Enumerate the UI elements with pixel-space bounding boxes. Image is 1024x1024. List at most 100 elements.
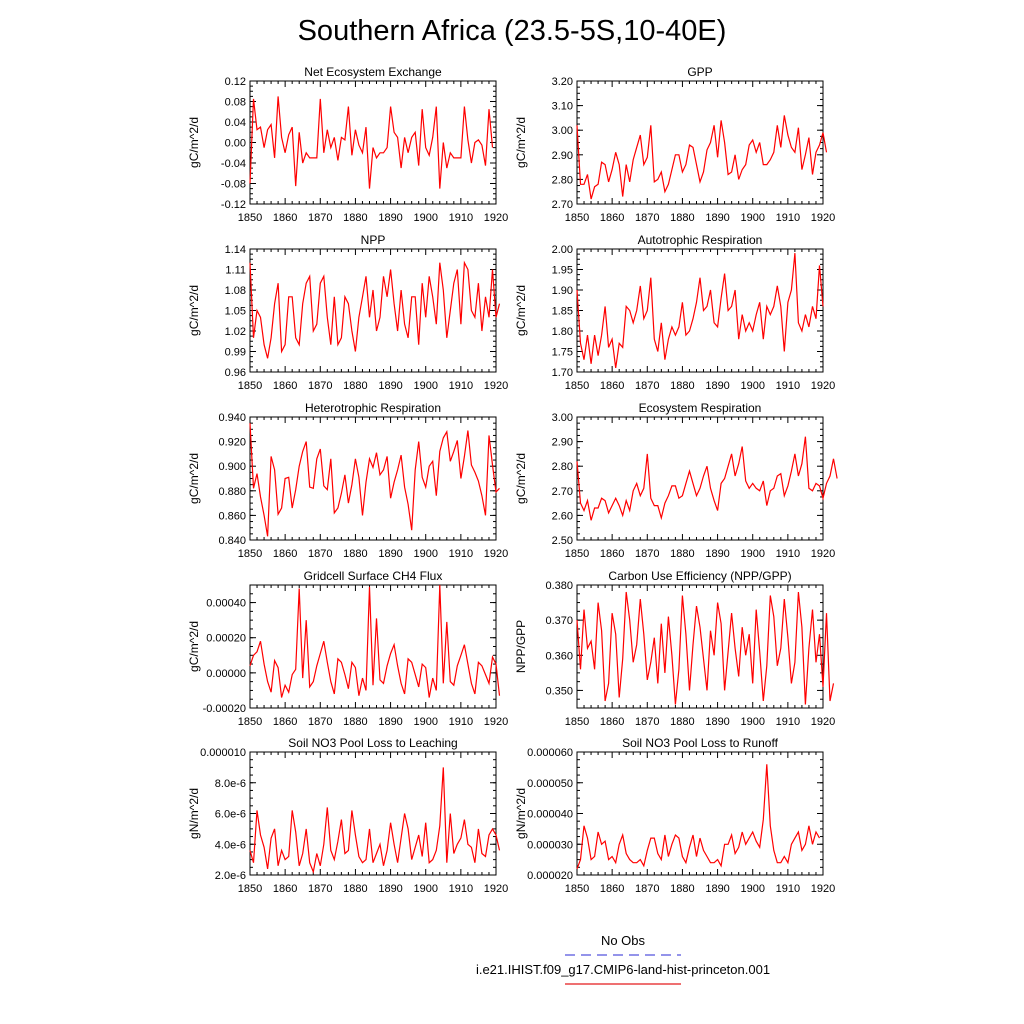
- x-tick-label: 1860: [273, 380, 297, 392]
- x-tick-label: 1890: [705, 883, 729, 895]
- series-line: [249, 584, 501, 698]
- legend: No Obs i.e21.IHIST.f09_g17.CMIP6-land-hi…: [476, 933, 770, 985]
- x-tick-label: 1900: [740, 883, 764, 895]
- panel-title: NPP: [361, 233, 386, 247]
- y-axis-label: gN/m^2/d: [514, 788, 528, 839]
- y-tick-label: 1.95: [552, 265, 573, 277]
- x-tick-label: 1860: [600, 212, 624, 224]
- y-tick-label: 0.99: [225, 347, 246, 359]
- y-axis-label: gC/m^2/d: [514, 285, 528, 336]
- y-tick-label: 1.08: [225, 285, 246, 297]
- y-tick-label: 4.0e-6: [215, 839, 246, 851]
- plot-frame: [576, 80, 824, 205]
- x-tick-label: 1880: [343, 883, 367, 895]
- x-tick-label: 1870: [308, 548, 332, 560]
- y-tick-label: -0.12: [221, 199, 246, 211]
- x-tick-label: 1880: [343, 212, 367, 224]
- legend-label-model: i.e21.IHIST.f09_g17.CMIP6-land-hist-prin…: [476, 962, 770, 977]
- series-line: [249, 96, 494, 189]
- panel-heterotrophic-respiration: Heterotrophic Respiration gC/m^2/d 1850 186…: [187, 401, 508, 560]
- y-axis-label: gC/m^2/d: [514, 117, 528, 168]
- y-tick-label: 1.80: [552, 326, 573, 338]
- y-tick-label: 0.370: [545, 615, 573, 627]
- x-tick-label: 1850: [238, 212, 262, 224]
- x-tick-label: 1900: [740, 380, 764, 392]
- x-tick-label: 1890: [378, 380, 402, 392]
- x-tick-label: 1860: [600, 883, 624, 895]
- x-tick-label: 1900: [413, 380, 437, 392]
- y-tick-label: -0.00020: [203, 703, 246, 715]
- x-tick-label: 1850: [565, 380, 589, 392]
- x-tick-label: 1910: [449, 380, 473, 392]
- x-tick-label: 1890: [378, 548, 402, 560]
- y-tick-label: 0.000030: [527, 839, 573, 851]
- series-line: [576, 115, 828, 200]
- x-tick-label: 1900: [740, 716, 764, 728]
- y-tick-label: 0.350: [545, 685, 573, 697]
- x-tick-label: 1910: [776, 548, 800, 560]
- x-tick-label: 1910: [776, 716, 800, 728]
- x-tick-label: 1910: [776, 212, 800, 224]
- y-tick-label: 2.0e-6: [215, 870, 246, 882]
- panel-title: Autotrophic Respiration: [638, 233, 763, 247]
- x-tick-label: 1850: [565, 548, 589, 560]
- y-tick-label: 2.00: [552, 244, 573, 256]
- x-tick-label: 1880: [670, 548, 694, 560]
- panel-title: GPP: [687, 65, 712, 79]
- y-tick-label: 2.90: [552, 150, 573, 162]
- x-tick-label: 1920: [484, 716, 508, 728]
- y-tick-label: 1.85: [552, 306, 573, 318]
- y-axis-label: gN/m^2/d: [187, 788, 201, 839]
- x-tick-label: 1900: [413, 212, 437, 224]
- x-tick-label: 1880: [343, 548, 367, 560]
- plot-frame: [576, 584, 824, 709]
- panel-gpp: GPP gC/m^2/d 1850 1860 1870 1880 1890 1900 1910 1…: [514, 65, 835, 224]
- series-line: [576, 764, 821, 870]
- x-tick-label: 1850: [238, 716, 262, 728]
- y-tick-label: 0.840: [218, 535, 246, 547]
- y-tick-label: 0.00: [225, 138, 246, 150]
- y-tick-label: 1.14: [225, 244, 246, 256]
- y-tick-label: 0.000060: [527, 747, 573, 759]
- y-tick-label: 2.60: [552, 510, 573, 522]
- series-line: [576, 436, 838, 521]
- panel-soil-no3-pool-loss-to-runoff: Soil NO3 Pool Loss to Runoff gN/m^2/d 1850…: [514, 736, 835, 895]
- x-tick-label: 1870: [308, 716, 332, 728]
- y-tick-label: -0.08: [221, 179, 246, 191]
- x-tick-label: 1870: [635, 212, 659, 224]
- x-tick-label: 1900: [413, 883, 437, 895]
- x-tick-label: 1890: [378, 716, 402, 728]
- x-tick-label: 1880: [670, 380, 694, 392]
- x-tick-label: 1900: [740, 212, 764, 224]
- series-line: [249, 767, 501, 875]
- x-tick-label: 1880: [670, 212, 694, 224]
- panel-autotrophic-respiration: Autotrophic Respiration gC/m^2/d 1850 1860 1…: [514, 233, 835, 392]
- y-tick-label: 2.70: [552, 486, 573, 498]
- panel-gridcell-surface-ch4-flux: Gridcell Surface CH4 Flux gC/m^2/d 1850 186…: [187, 569, 508, 728]
- y-tick-label: 0.96: [225, 367, 246, 379]
- x-tick-label: 1920: [484, 883, 508, 895]
- panel-title: Net Ecosystem Exchange: [304, 65, 442, 79]
- x-tick-label: 1870: [308, 212, 332, 224]
- y-tick-label: 6.0e-6: [215, 809, 246, 821]
- panel-title: Gridcell Surface CH4 Flux: [304, 569, 443, 583]
- x-tick-label: 1850: [238, 380, 262, 392]
- x-tick-label: 1890: [705, 380, 729, 392]
- y-tick-label: 0.000020: [527, 870, 573, 882]
- y-tick-label: 0.00000: [206, 668, 246, 680]
- y-tick-label: 3.00: [552, 125, 573, 137]
- figure-title: Southern Africa (23.5-5S,10-40E): [298, 15, 727, 47]
- x-tick-label: 1870: [635, 380, 659, 392]
- x-tick-label: 1890: [705, 212, 729, 224]
- y-tick-label: 2.80: [552, 174, 573, 186]
- x-tick-label: 1870: [635, 716, 659, 728]
- x-tick-label: 1880: [343, 380, 367, 392]
- x-tick-label: 1880: [670, 716, 694, 728]
- x-tick-label: 1920: [811, 716, 835, 728]
- x-tick-label: 1900: [413, 548, 437, 560]
- panels: Net Ecosystem Exchange gC/m^2/d 1850 1860 18…: [187, 65, 838, 895]
- x-tick-label: 1910: [449, 212, 473, 224]
- y-tick-label: 3.10: [552, 101, 573, 113]
- x-tick-label: 1850: [238, 548, 262, 560]
